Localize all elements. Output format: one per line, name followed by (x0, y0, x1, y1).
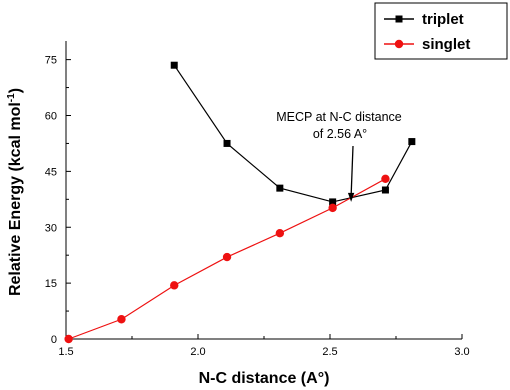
y-axis-title: Relative Energy (kcal mol-1) (6, 88, 24, 296)
legend: triplet singlet (374, 2, 508, 60)
annotation-line-2: of 2.56 A° (313, 127, 367, 141)
annotation-arrow-head (347, 192, 355, 202)
data-point-triplet (223, 139, 231, 147)
legend-triplet-marker (395, 15, 403, 23)
x-tick-label: 2.5 (322, 346, 337, 358)
data-point-singlet (381, 174, 390, 184)
data-point-triplet (381, 186, 389, 194)
series-line-triplet (173, 64, 413, 203)
x-axis-ticks: 1.5 2.0 2.5 3.0 (58, 334, 470, 358)
data-point-singlet (170, 281, 179, 290)
y-tick-label: 0 (51, 334, 57, 346)
annotation-line-1: MECP at N-C distance (276, 110, 402, 124)
y-tick-label: 15 (45, 278, 57, 290)
x-axis-title: N-C distance (A°) (199, 370, 330, 387)
data-point-triplet (170, 61, 178, 69)
y-tick-label: 30 (45, 222, 57, 234)
legend-singlet-label: singlet (422, 36, 470, 53)
data-point-singlet (275, 229, 285, 238)
legend-singlet-marker (394, 39, 404, 49)
y-tick-label: 60 (45, 111, 57, 123)
annotation-arrow-shaft (350, 145, 354, 196)
y-axis-ticks: 0 15 30 45 60 75 (45, 55, 71, 346)
data-point-triplet (408, 138, 416, 146)
data-point-singlet (328, 203, 337, 213)
x-tick-label: 2.0 (190, 346, 205, 358)
legend-box (374, 2, 508, 60)
annotation-arrow (347, 145, 355, 202)
y-tick-label: 75 (45, 55, 57, 67)
data-point-triplet (329, 198, 337, 206)
x-tick-label: 3.0 (454, 346, 469, 358)
legend-triplet-label: triplet (422, 11, 464, 28)
x-tick-label: 1.5 (58, 346, 73, 358)
y-tick-label: 45 (45, 166, 57, 178)
data-point-singlet (64, 334, 73, 344)
series-layer (64, 61, 416, 344)
data-point-triplet (276, 184, 284, 192)
data-point-singlet (222, 252, 232, 262)
data-point-singlet (117, 315, 126, 324)
